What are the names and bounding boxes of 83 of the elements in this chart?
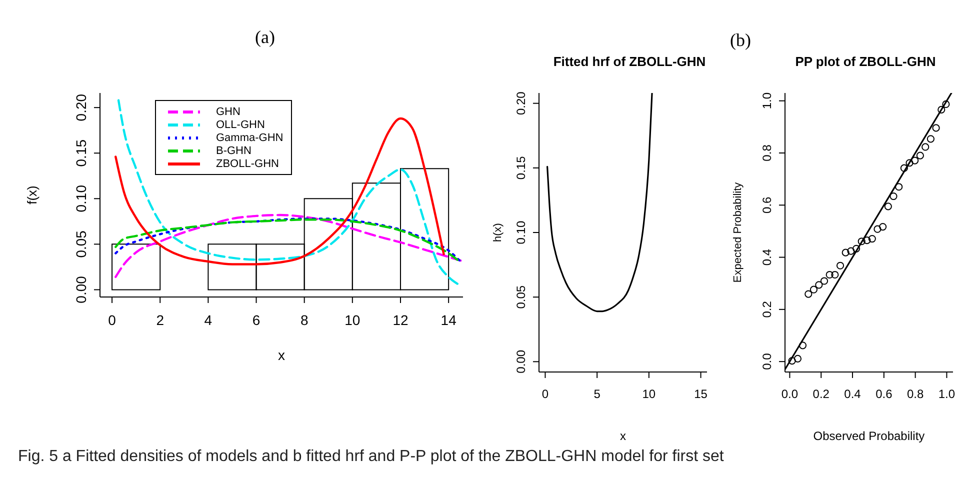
caption: Fig. 5 a Fitted densities of models and b fitted hrf and P-P plot of the ZBOLL-GHN model for first set <box>18 448 725 466</box>
x-tick-label: 1.0 <box>938 387 956 401</box>
point <box>906 159 914 167</box>
y-tick-label: 0.8 <box>760 144 774 162</box>
point <box>815 281 823 289</box>
point <box>847 247 855 255</box>
x-tick-label: 12 <box>392 312 408 328</box>
text: (b) <box>730 30 751 51</box>
point <box>879 222 887 231</box>
point <box>798 342 807 350</box>
point <box>842 248 850 256</box>
point <box>916 152 924 160</box>
y-axis-title: h(x) <box>492 223 504 242</box>
y-tick-label: 0.10 <box>73 184 89 212</box>
point <box>942 100 950 108</box>
point <box>890 192 898 200</box>
chart-title: (a) <box>254 27 276 48</box>
x-tick-label: 8 <box>300 312 308 328</box>
line-series <box>114 117 445 266</box>
point <box>794 354 802 362</box>
point <box>820 277 828 285</box>
line-series <box>546 93 653 312</box>
y-axis-title: f(x) <box>24 186 40 204</box>
point <box>938 106 946 114</box>
x-axis-title: x <box>278 347 285 363</box>
y-tick-label: 0.05 <box>73 230 89 258</box>
x-tick-label: 10 <box>344 312 360 328</box>
x-tick-label: 0.8 <box>906 387 924 401</box>
point <box>863 236 871 244</box>
y-tick-label: 0.00 <box>73 276 89 304</box>
legend-label: GHN <box>216 106 240 118</box>
x-axis-title: Observed Probability <box>813 429 925 443</box>
x-tick-label: 0.0 <box>781 387 798 401</box>
point <box>895 183 903 191</box>
x-tick-label: 0 <box>542 387 549 401</box>
y-tick-label: 0.0 <box>760 352 774 370</box>
x-tick-label: 4 <box>204 312 212 328</box>
x-tick-label: 5 <box>594 387 601 401</box>
legend-label: B-GHN <box>216 144 252 156</box>
y-tick-label: 0.15 <box>73 139 89 167</box>
chart-title: PP plot of ZBOLL-GHN <box>794 54 937 69</box>
point <box>826 270 834 279</box>
point <box>852 244 860 252</box>
point <box>788 356 796 365</box>
line-series <box>117 99 460 286</box>
point <box>804 290 812 298</box>
point <box>868 234 876 243</box>
x-tick-label: 2 <box>156 312 164 328</box>
point <box>900 164 908 172</box>
legend-label: Gamma-GHN <box>216 132 284 144</box>
point <box>926 135 935 143</box>
x-tick-label: 15 <box>694 387 708 401</box>
chart-title: Fitted hrf of ZBOLL-GHN <box>552 54 707 69</box>
x-axis-title: x <box>620 429 626 443</box>
point <box>836 262 844 270</box>
y-tick-label: 0.00 <box>514 350 528 374</box>
y-tick-label: 0.15 <box>514 156 528 180</box>
x-tick-label: 0.4 <box>844 387 862 401</box>
x-tick-label: 10 <box>642 387 656 401</box>
point <box>922 143 930 151</box>
y-tick-label: 0.10 <box>514 220 528 244</box>
point <box>831 270 839 279</box>
y-tick-label: 0.6 <box>760 196 774 214</box>
x-tick-label: 0.6 <box>876 387 893 401</box>
y-tick-label: 0.05 <box>514 285 528 309</box>
y-tick-label: 0.4 <box>760 248 774 266</box>
y-tick-label: 0.20 <box>73 94 89 122</box>
point <box>858 238 866 246</box>
y-axis-title: Expected Probability <box>732 182 744 283</box>
x-tick-label: 0.2 <box>812 387 830 401</box>
point <box>874 225 882 233</box>
line-series <box>114 214 462 278</box>
y-tick-label: 1.0 <box>760 92 774 110</box>
point <box>884 202 892 210</box>
point <box>810 286 818 294</box>
point <box>911 156 919 164</box>
legend-label: OLL-GHN <box>216 118 265 130</box>
point <box>932 124 940 132</box>
x-tick-label: 6 <box>252 312 260 328</box>
x-tick-label: 0 <box>108 312 116 328</box>
x-tick-label: 14 <box>440 312 457 328</box>
legend-label: ZBOLL-GHN <box>216 158 279 170</box>
y-tick-label: 0.20 <box>514 91 528 116</box>
